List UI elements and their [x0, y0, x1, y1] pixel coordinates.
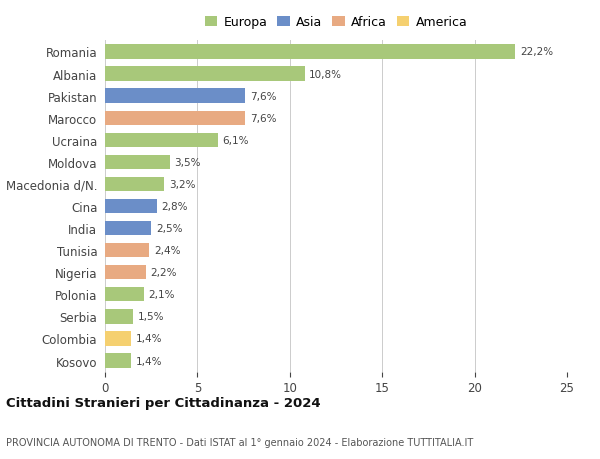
Text: PROVINCIA AUTONOMA DI TRENTO - Dati ISTAT al 1° gennaio 2024 - Elaborazione TUTT: PROVINCIA AUTONOMA DI TRENTO - Dati ISTA… [6, 437, 473, 447]
Bar [105, 177, 164, 192]
Text: 2,5%: 2,5% [156, 224, 182, 234]
Bar [105, 89, 245, 104]
Bar [105, 309, 133, 324]
Text: 2,2%: 2,2% [150, 268, 177, 278]
Bar [105, 353, 131, 368]
Text: 6,1%: 6,1% [223, 135, 249, 146]
Bar [105, 199, 157, 214]
Text: Cittadini Stranieri per Cittadinanza - 2024: Cittadini Stranieri per Cittadinanza - 2… [6, 396, 320, 409]
Text: 3,5%: 3,5% [175, 157, 201, 168]
Legend: Europa, Asia, Africa, America: Europa, Asia, Africa, America [202, 14, 470, 32]
Bar [105, 243, 149, 258]
Text: 1,4%: 1,4% [136, 334, 162, 344]
Text: 7,6%: 7,6% [250, 113, 277, 123]
Text: 10,8%: 10,8% [309, 69, 342, 79]
Text: 2,4%: 2,4% [154, 246, 181, 256]
Bar [105, 221, 151, 236]
Text: 2,8%: 2,8% [161, 202, 188, 212]
Bar [105, 67, 305, 82]
Text: 2,1%: 2,1% [148, 290, 175, 300]
Bar [105, 45, 515, 60]
Bar [105, 155, 170, 170]
Bar [105, 111, 245, 126]
Bar [105, 133, 218, 148]
Text: 22,2%: 22,2% [520, 47, 553, 57]
Text: 7,6%: 7,6% [250, 91, 277, 101]
Text: 1,5%: 1,5% [137, 312, 164, 322]
Bar [105, 287, 144, 302]
Bar [105, 265, 146, 280]
Bar [105, 331, 131, 346]
Text: 1,4%: 1,4% [136, 356, 162, 366]
Text: 3,2%: 3,2% [169, 179, 195, 190]
